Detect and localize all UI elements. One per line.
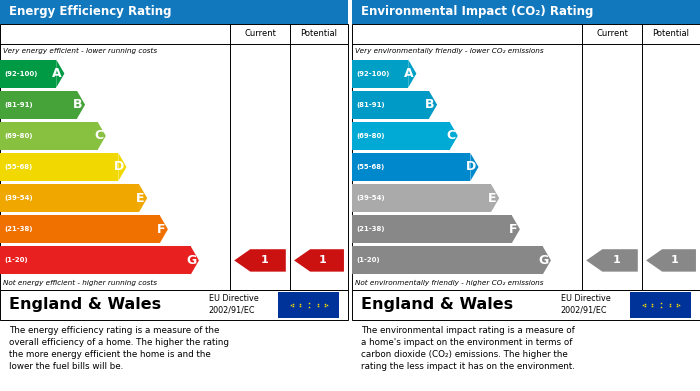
Text: (1-20): (1-20) <box>4 257 28 264</box>
Text: (1-20): (1-20) <box>356 257 380 264</box>
Bar <box>352 153 470 181</box>
Polygon shape <box>77 91 85 119</box>
Bar <box>0 91 77 119</box>
Bar <box>352 246 542 274</box>
Polygon shape <box>429 91 437 119</box>
Bar <box>0 153 118 181</box>
Polygon shape <box>56 59 64 88</box>
Text: 1: 1 <box>319 255 327 265</box>
Text: Current: Current <box>596 29 628 38</box>
Text: Current: Current <box>244 29 276 38</box>
Text: A: A <box>52 67 62 80</box>
Text: (55-68): (55-68) <box>4 164 32 170</box>
Text: G: G <box>538 254 548 267</box>
Text: B: B <box>425 98 434 111</box>
Text: F: F <box>509 223 517 236</box>
Text: The environmental impact rating is a measure of
a home's impact on the environme: The environmental impact rating is a mea… <box>360 326 575 371</box>
Text: (21-38): (21-38) <box>356 226 385 232</box>
Bar <box>352 184 491 212</box>
Polygon shape <box>294 249 344 272</box>
Text: EU Directive
2002/91/EC: EU Directive 2002/91/EC <box>209 294 258 315</box>
Bar <box>0 59 56 88</box>
Polygon shape <box>491 184 499 212</box>
Text: The energy efficiency rating is a measure of the
overall efficiency of a home. T: The energy efficiency rating is a measur… <box>8 326 229 371</box>
Text: Very energy efficient - lower running costs: Very energy efficient - lower running co… <box>4 48 158 54</box>
Text: Potential: Potential <box>300 29 337 38</box>
Text: C: C <box>446 129 455 142</box>
Bar <box>352 122 449 150</box>
Bar <box>0 215 160 243</box>
Text: F: F <box>157 223 165 236</box>
Text: E: E <box>136 192 144 204</box>
Text: Potential: Potential <box>652 29 690 38</box>
Polygon shape <box>118 153 127 181</box>
Polygon shape <box>512 215 520 243</box>
Text: C: C <box>94 129 103 142</box>
Polygon shape <box>408 59 416 88</box>
Text: (92-100): (92-100) <box>356 70 390 77</box>
Text: (21-38): (21-38) <box>4 226 33 232</box>
Text: D: D <box>466 160 476 174</box>
Bar <box>352 215 512 243</box>
Text: 1: 1 <box>260 255 268 265</box>
Text: (69-80): (69-80) <box>356 133 385 139</box>
Text: EU Directive
2002/91/EC: EU Directive 2002/91/EC <box>561 294 610 315</box>
Polygon shape <box>191 246 199 274</box>
Bar <box>279 292 340 318</box>
Text: E: E <box>488 192 496 204</box>
Text: (81-91): (81-91) <box>4 102 33 108</box>
Text: (69-80): (69-80) <box>4 133 33 139</box>
Bar <box>0 246 191 274</box>
Text: Environmental Impact (CO₂) Rating: Environmental Impact (CO₂) Rating <box>360 5 593 18</box>
Text: (39-54): (39-54) <box>356 195 385 201</box>
Text: 1: 1 <box>612 255 620 265</box>
Bar <box>352 91 429 119</box>
Text: Very environmentally friendly - lower CO₂ emissions: Very environmentally friendly - lower CO… <box>356 48 544 54</box>
Text: (81-91): (81-91) <box>356 102 385 108</box>
Text: G: G <box>186 254 196 267</box>
Bar <box>0 184 139 212</box>
Text: (55-68): (55-68) <box>356 164 384 170</box>
Text: B: B <box>73 98 83 111</box>
Text: 1: 1 <box>671 255 679 265</box>
Text: (39-54): (39-54) <box>4 195 33 201</box>
Text: (92-100): (92-100) <box>4 70 38 77</box>
Bar <box>631 292 692 318</box>
Polygon shape <box>160 215 168 243</box>
Text: Not environmentally friendly - higher CO₂ emissions: Not environmentally friendly - higher CO… <box>356 280 544 286</box>
Polygon shape <box>542 246 551 274</box>
Polygon shape <box>449 122 458 150</box>
Polygon shape <box>586 249 638 272</box>
Polygon shape <box>139 184 147 212</box>
Text: Not energy efficient - higher running costs: Not energy efficient - higher running co… <box>4 280 158 286</box>
Text: England & Wales: England & Wales <box>8 298 161 312</box>
Bar <box>352 59 408 88</box>
Text: England & Wales: England & Wales <box>360 298 513 312</box>
Text: Energy Efficiency Rating: Energy Efficiency Rating <box>8 5 172 18</box>
Polygon shape <box>234 249 286 272</box>
Polygon shape <box>98 122 106 150</box>
Bar <box>0 122 98 150</box>
Text: A: A <box>404 67 414 80</box>
Polygon shape <box>470 153 479 181</box>
Polygon shape <box>646 249 696 272</box>
Text: D: D <box>113 160 124 174</box>
